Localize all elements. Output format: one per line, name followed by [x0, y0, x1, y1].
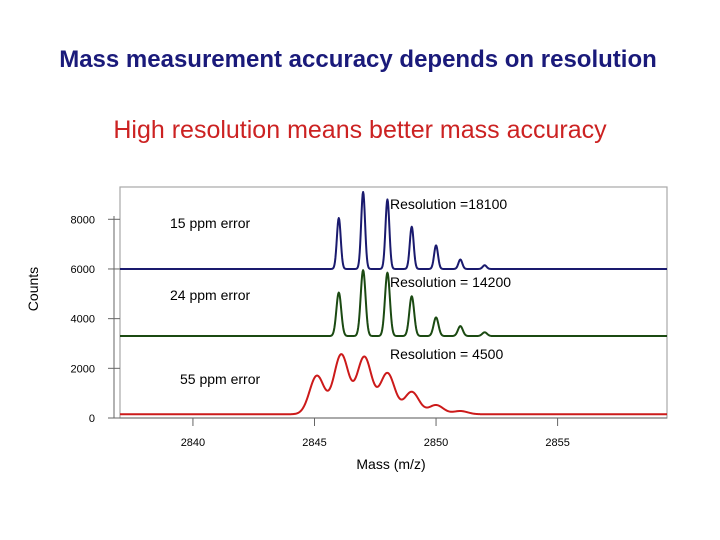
series-3-line	[119, 353, 668, 416]
x-tick-label: 2845	[302, 437, 326, 449]
x-axis-label: Mass (m/z)	[356, 456, 425, 472]
series-3-error-label: 55 ppm error	[180, 371, 260, 387]
series-1-error-label: 15 ppm error	[170, 215, 250, 231]
x-tick-label: 2840	[181, 437, 205, 449]
y-tick-label: 0	[89, 413, 95, 425]
y-axis-ticks: 0 2000 4000 6000 8000	[71, 214, 120, 425]
series-2-line	[119, 269, 668, 338]
y-tick-label: 4000	[71, 314, 95, 326]
series-1-line	[119, 190, 668, 270]
series-2-error-label: 24 ppm error	[170, 287, 250, 303]
x-tick-label: 2850	[424, 437, 448, 449]
y-tick-label: 6000	[71, 264, 95, 276]
x-tick-label: 2855	[545, 437, 569, 449]
slide-title: Mass measurement accuracy depends on res…	[59, 46, 657, 73]
y-tick-label: 8000	[71, 214, 95, 226]
y-tick-label: 2000	[71, 363, 95, 375]
x-axis-ticks: 2840 2845 2850 2855	[181, 418, 570, 449]
y-axis-label: Counts	[25, 267, 41, 311]
series-3-resolution-label: Resolution = 4500	[390, 346, 503, 362]
series-1-resolution-label: Resolution =18100	[390, 196, 507, 212]
spectrum-series	[119, 190, 668, 416]
series-2-resolution-label: Resolution = 14200	[390, 274, 511, 290]
slide-subtitle: High resolution means better mass accura…	[113, 116, 607, 144]
